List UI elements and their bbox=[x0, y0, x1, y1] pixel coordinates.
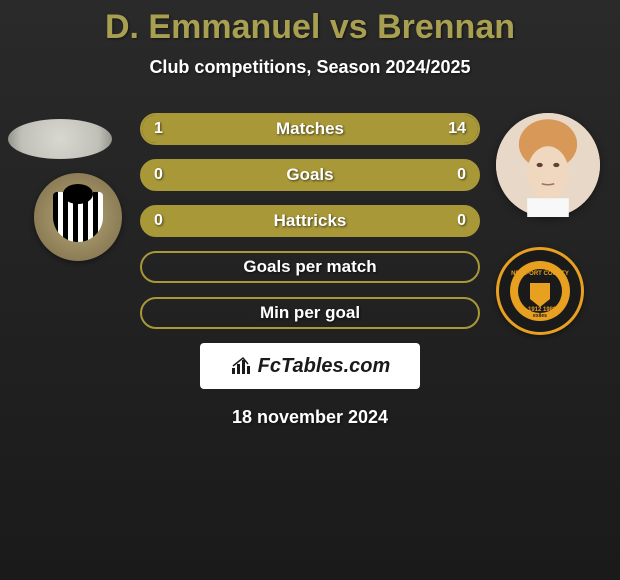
club-badge-right: NEWPORT COUNTY 1912 1989 exiles bbox=[496, 247, 584, 335]
stat-left-value: 0 bbox=[154, 166, 163, 184]
player-right-column: NEWPORT COUNTY 1912 1989 exiles bbox=[496, 113, 600, 335]
player-left-photo bbox=[8, 119, 112, 159]
stat-left-value: 1 bbox=[154, 120, 163, 138]
stat-row: 0 Goals 0 bbox=[140, 159, 480, 191]
stat-label: Min per goal bbox=[260, 303, 360, 323]
stat-row: Min per goal bbox=[140, 297, 480, 329]
content-area: NEWPORT COUNTY 1912 1989 exiles 1 Matches… bbox=[0, 113, 620, 428]
player-portrait-icon bbox=[496, 113, 600, 217]
stat-right-value: 14 bbox=[448, 120, 466, 138]
brand-text: FcTables.com bbox=[258, 355, 391, 378]
stat-label: Goals per match bbox=[243, 257, 376, 277]
newport-county-crest-icon: NEWPORT COUNTY 1912 1989 exiles bbox=[510, 261, 570, 321]
stat-right-value: 0 bbox=[457, 166, 466, 184]
stat-label: Goals bbox=[286, 165, 333, 185]
footer-date: 18 november 2024 bbox=[0, 407, 620, 428]
comparison-title: D. Emmanuel vs Brennan bbox=[0, 0, 620, 47]
brand-badge[interactable]: FcTables.com bbox=[200, 343, 420, 389]
svg-text:exiles: exiles bbox=[533, 313, 547, 319]
player-left-column bbox=[8, 113, 122, 261]
stats-container: 1 Matches 14 0 Goals 0 0 Hattricks 0 Goals per ma… bbox=[140, 113, 480, 329]
stat-row: 1 Matches 14 bbox=[140, 113, 480, 145]
svg-text:NEWPORT COUNTY: NEWPORT COUNTY bbox=[511, 271, 569, 277]
stat-row: Goals per match bbox=[140, 251, 480, 283]
stat-row: 0 Hattricks 0 bbox=[140, 205, 480, 237]
chart-icon bbox=[230, 356, 254, 376]
notts-county-crest-icon bbox=[53, 192, 103, 242]
club-badge-left bbox=[34, 173, 122, 261]
stat-label: Matches bbox=[276, 119, 344, 139]
comparison-subtitle: Club competitions, Season 2024/2025 bbox=[0, 57, 620, 78]
player-right-photo bbox=[496, 113, 600, 217]
stat-label: Hattricks bbox=[274, 211, 347, 231]
stat-left-value: 0 bbox=[154, 212, 163, 230]
stat-right-value: 0 bbox=[457, 212, 466, 230]
